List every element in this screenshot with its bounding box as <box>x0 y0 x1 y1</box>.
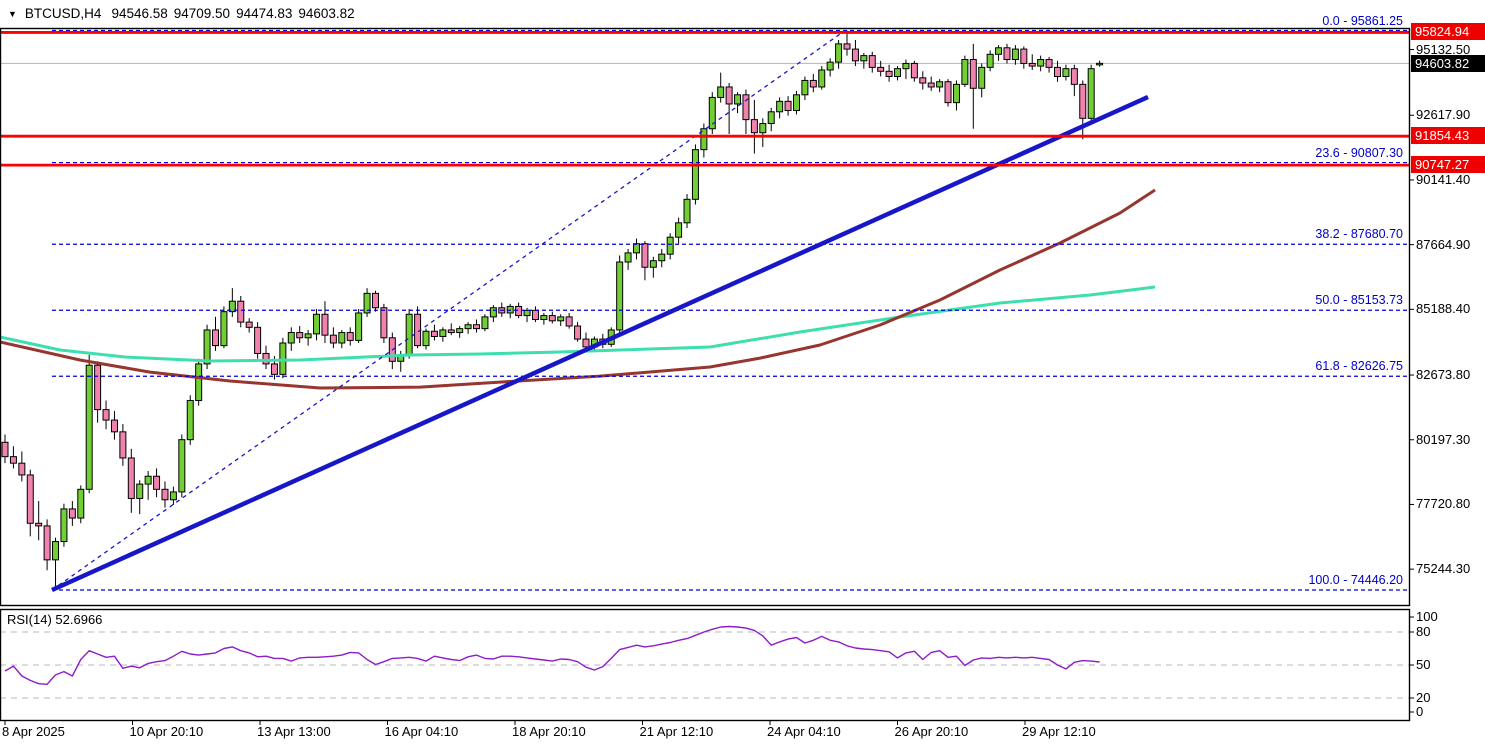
fibonacci-level-label: 100.0 - 74446.20 <box>1308 573 1403 587</box>
collapse-triangle-icon[interactable]: ▼ <box>8 8 17 19</box>
price-axis-label: 92617.90 <box>1416 107 1471 123</box>
time-axis-label: 26 Apr 20:10 <box>894 724 969 739</box>
fibonacci-level-label: 38.2 - 87680.70 <box>1315 227 1403 242</box>
price-axis-label: 75244.30 <box>1416 561 1471 577</box>
time-axis-label: 16 Apr 04:10 <box>384 724 459 739</box>
price-axis-label: 80197.30 <box>1416 431 1471 447</box>
current-price-badge: 94603.82 <box>1411 55 1485 73</box>
time-axis-label: 21 Apr 12:10 <box>639 724 714 739</box>
price-marker-badge-red: 90747.27 <box>1411 156 1485 174</box>
time-axis-label: 13 Apr 13:00 <box>257 724 331 739</box>
rsi-axis-label: 50 <box>1416 657 1431 672</box>
rsi-indicator-label: RSI(14) 52.6966 <box>7 612 102 627</box>
rsi-axis-label: 80 <box>1416 624 1431 639</box>
price-axis-label: 82673.80 <box>1416 367 1471 383</box>
price-axis-label: 85188.40 <box>1416 301 1471 317</box>
ohlc-high: 94709.50 <box>173 6 231 21</box>
price-marker-badge-red: 95824.94 <box>1411 23 1485 41</box>
time-axis-label: 10 Apr 20:10 <box>129 724 204 739</box>
time-axis-label: 18 Apr 20:10 <box>512 724 586 739</box>
ohlc-close: 94603.82 <box>298 6 355 21</box>
ohlc-open: 94546.58 <box>111 6 168 21</box>
rsi-axis-label: 100 <box>1416 609 1438 624</box>
rsi-axis-label: 20 <box>1416 690 1431 705</box>
rsi-name: RSI(14) <box>7 612 52 627</box>
chart-title: ▼ BTCUSD,H4 94546.58 94709.50 94474.83 9… <box>8 6 355 21</box>
price-axis-label: 95132.50 <box>1416 41 1471 57</box>
fibonacci-level-label: 50.0 - 85153.73 <box>1315 293 1403 308</box>
fibonacci-level-label: 23.6 - 90807.30 <box>1315 145 1403 160</box>
fibonacci-level-label: 0.0 - 95861.25 <box>1322 13 1403 28</box>
ohlc-low: 94474.83 <box>236 6 293 21</box>
price-marker-badge-red: 91854.43 <box>1411 127 1485 145</box>
price-axis-label: 77720.80 <box>1416 496 1471 512</box>
rsi-axis-label: 0 <box>1416 704 1424 719</box>
symbol-period-label: BTCUSD,H4 <box>24 6 102 21</box>
time-axis-label: 8 Apr 2025 <box>2 724 65 739</box>
rsi-value: 52.6966 <box>55 612 103 627</box>
time-axis-label: 24 Apr 04:10 <box>767 724 841 739</box>
price-axis-label: 87664.90 <box>1416 236 1471 252</box>
time-axis-label: 29 Apr 12:10 <box>1022 724 1096 739</box>
price-axis-label: 90141.40 <box>1416 171 1471 187</box>
fibonacci-level-label: 61.8 - 82626.75 <box>1315 359 1403 374</box>
